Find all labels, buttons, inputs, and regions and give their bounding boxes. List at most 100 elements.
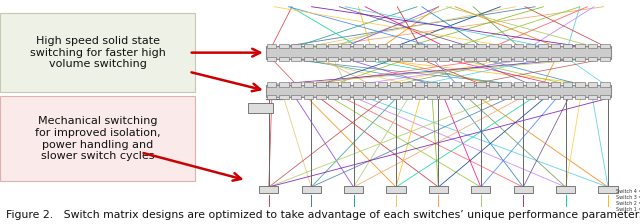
FancyBboxPatch shape [550, 44, 560, 48]
FancyBboxPatch shape [390, 95, 399, 99]
FancyBboxPatch shape [476, 95, 486, 99]
FancyBboxPatch shape [365, 57, 375, 61]
FancyBboxPatch shape [501, 44, 511, 48]
FancyBboxPatch shape [316, 82, 326, 86]
FancyBboxPatch shape [340, 95, 350, 99]
FancyBboxPatch shape [513, 95, 523, 99]
FancyBboxPatch shape [514, 186, 532, 193]
FancyBboxPatch shape [344, 186, 364, 193]
FancyBboxPatch shape [248, 103, 273, 113]
FancyBboxPatch shape [403, 57, 412, 61]
FancyBboxPatch shape [291, 44, 301, 48]
FancyBboxPatch shape [513, 44, 523, 48]
FancyBboxPatch shape [588, 95, 597, 99]
FancyBboxPatch shape [526, 44, 536, 48]
FancyBboxPatch shape [266, 84, 611, 97]
FancyBboxPatch shape [538, 57, 548, 61]
FancyBboxPatch shape [328, 44, 338, 48]
FancyBboxPatch shape [598, 186, 618, 193]
FancyBboxPatch shape [575, 57, 585, 61]
FancyBboxPatch shape [378, 95, 387, 99]
FancyBboxPatch shape [563, 95, 573, 99]
FancyBboxPatch shape [0, 13, 195, 92]
FancyBboxPatch shape [575, 44, 585, 48]
FancyBboxPatch shape [538, 82, 548, 86]
FancyBboxPatch shape [526, 57, 536, 61]
FancyBboxPatch shape [279, 95, 289, 99]
FancyBboxPatch shape [378, 57, 387, 61]
FancyBboxPatch shape [440, 44, 449, 48]
FancyBboxPatch shape [328, 57, 338, 61]
FancyBboxPatch shape [489, 57, 499, 61]
FancyBboxPatch shape [464, 44, 474, 48]
FancyBboxPatch shape [563, 82, 573, 86]
FancyBboxPatch shape [501, 95, 511, 99]
FancyBboxPatch shape [538, 44, 548, 48]
FancyBboxPatch shape [316, 57, 326, 61]
FancyBboxPatch shape [365, 95, 375, 99]
FancyBboxPatch shape [513, 57, 523, 61]
FancyBboxPatch shape [588, 82, 597, 86]
FancyBboxPatch shape [340, 82, 350, 86]
FancyBboxPatch shape [415, 95, 424, 99]
FancyBboxPatch shape [328, 95, 338, 99]
FancyBboxPatch shape [563, 44, 573, 48]
FancyBboxPatch shape [452, 82, 461, 86]
FancyBboxPatch shape [427, 57, 436, 61]
FancyBboxPatch shape [489, 44, 499, 48]
FancyBboxPatch shape [501, 57, 511, 61]
FancyBboxPatch shape [316, 44, 326, 48]
FancyBboxPatch shape [304, 57, 314, 61]
FancyBboxPatch shape [415, 82, 424, 86]
FancyBboxPatch shape [353, 44, 363, 48]
FancyBboxPatch shape [600, 82, 609, 86]
Text: High speed solid state
switching for faster high
volume switching: High speed solid state switching for fas… [29, 36, 166, 69]
FancyBboxPatch shape [513, 82, 523, 86]
FancyBboxPatch shape [600, 95, 609, 99]
FancyBboxPatch shape [403, 82, 412, 86]
FancyBboxPatch shape [526, 95, 536, 99]
FancyBboxPatch shape [266, 46, 611, 59]
FancyBboxPatch shape [575, 82, 585, 86]
FancyBboxPatch shape [304, 82, 314, 86]
FancyBboxPatch shape [279, 44, 289, 48]
FancyBboxPatch shape [464, 95, 474, 99]
FancyBboxPatch shape [387, 186, 406, 193]
FancyBboxPatch shape [390, 57, 399, 61]
FancyBboxPatch shape [476, 82, 486, 86]
FancyBboxPatch shape [378, 44, 387, 48]
FancyBboxPatch shape [0, 96, 195, 181]
FancyBboxPatch shape [279, 57, 289, 61]
FancyBboxPatch shape [353, 95, 363, 99]
FancyBboxPatch shape [403, 95, 412, 99]
FancyBboxPatch shape [452, 57, 461, 61]
FancyBboxPatch shape [538, 95, 548, 99]
FancyBboxPatch shape [415, 44, 424, 48]
FancyBboxPatch shape [600, 57, 609, 61]
FancyBboxPatch shape [340, 44, 350, 48]
FancyBboxPatch shape [588, 44, 597, 48]
FancyBboxPatch shape [353, 57, 363, 61]
FancyBboxPatch shape [588, 57, 597, 61]
FancyBboxPatch shape [440, 57, 449, 61]
FancyBboxPatch shape [476, 57, 486, 61]
FancyBboxPatch shape [316, 95, 326, 99]
FancyBboxPatch shape [291, 82, 301, 86]
Text: Figure 2.   Switch matrix designs are optimized to take advantage of each switch: Figure 2. Switch matrix designs are opti… [6, 209, 640, 220]
FancyBboxPatch shape [427, 44, 436, 48]
FancyBboxPatch shape [267, 95, 276, 99]
FancyBboxPatch shape [440, 95, 449, 99]
FancyBboxPatch shape [353, 82, 363, 86]
FancyBboxPatch shape [550, 57, 560, 61]
FancyBboxPatch shape [556, 186, 575, 193]
FancyBboxPatch shape [403, 44, 412, 48]
FancyBboxPatch shape [304, 44, 314, 48]
FancyBboxPatch shape [526, 82, 536, 86]
FancyBboxPatch shape [259, 186, 278, 193]
FancyBboxPatch shape [452, 95, 461, 99]
FancyBboxPatch shape [304, 95, 314, 99]
FancyBboxPatch shape [563, 57, 573, 61]
FancyBboxPatch shape [415, 57, 424, 61]
FancyBboxPatch shape [429, 186, 448, 193]
FancyBboxPatch shape [464, 57, 474, 61]
